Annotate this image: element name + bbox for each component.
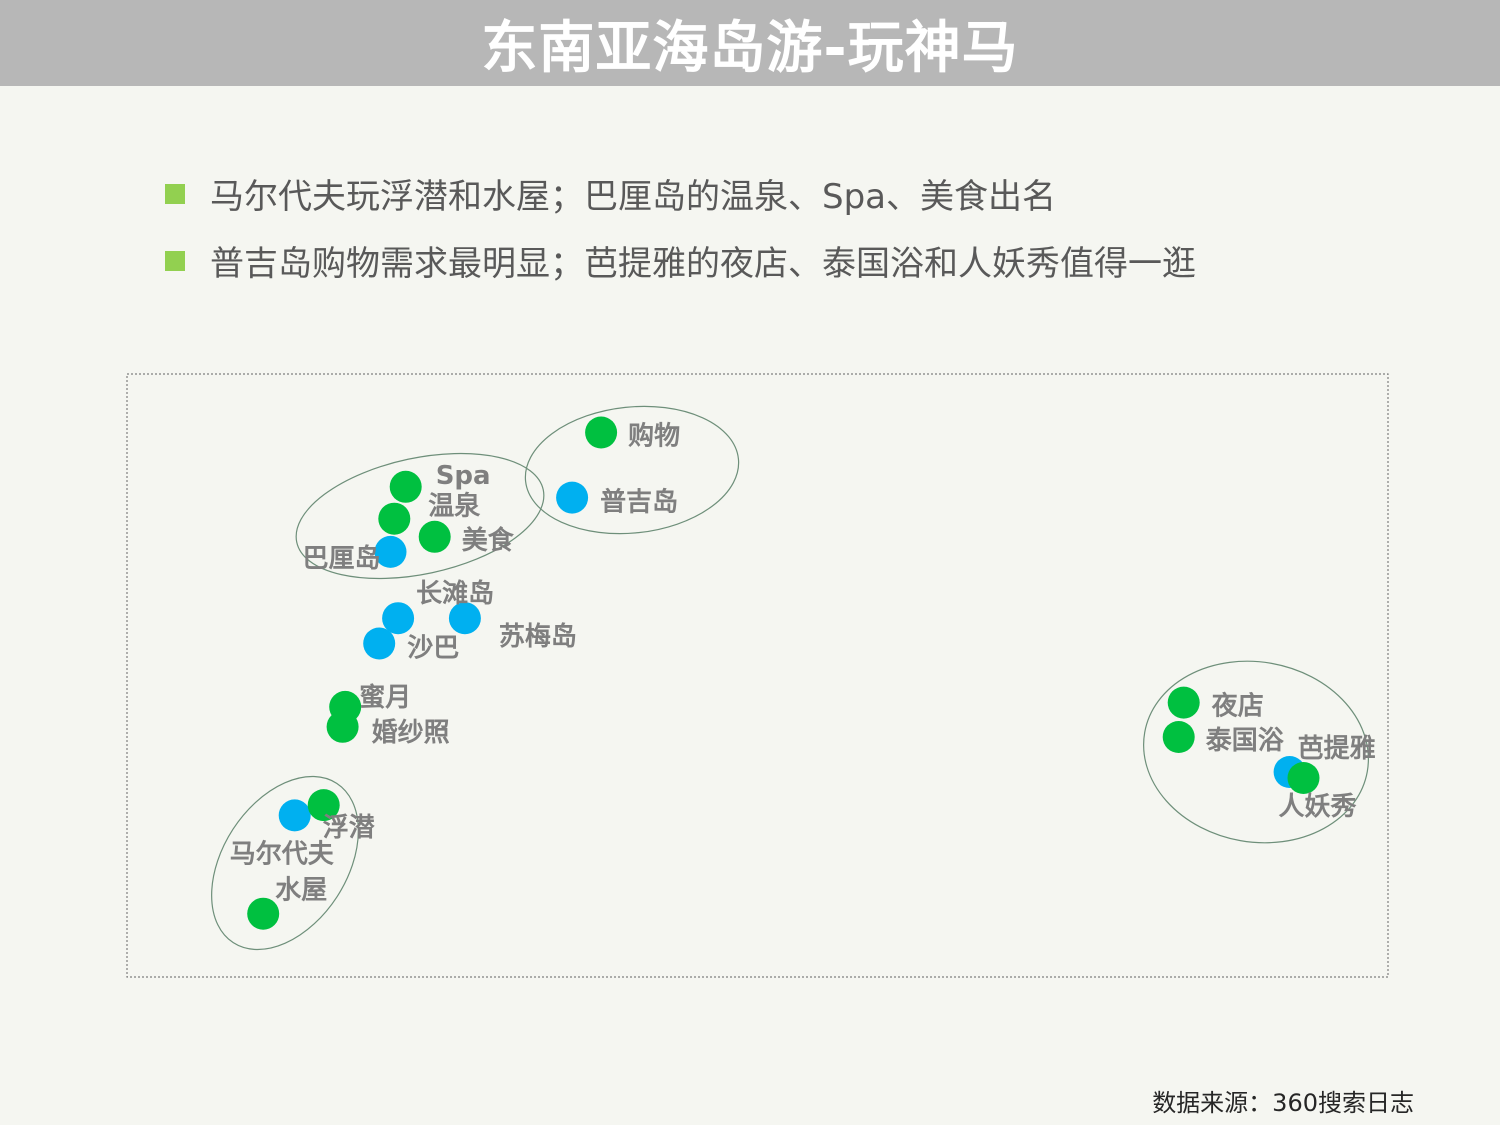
page-title: 东南亚海岛游-玩神马	[481, 15, 1019, 81]
destination-point-boracay	[382, 602, 415, 635]
activity-point-nightclub	[1167, 686, 1200, 719]
square-bullet-icon	[165, 183, 185, 204]
activity-point-ladyboy-show	[1287, 762, 1320, 794]
point-label-water-villa: 水屋	[275, 876, 327, 906]
cluster-outlines	[211, 405, 1369, 951]
destination-point-maldives	[278, 799, 311, 832]
point-label-shopping: 购物	[628, 422, 680, 452]
point-label-koh-samui: 苏梅岛	[499, 621, 577, 652]
cluster-phuket-outline	[524, 405, 740, 535]
activity-point-hot-spring	[378, 502, 411, 535]
bullet-list: 马尔代夫玩浮潜和水屋；巴厘岛的温泉、Spa、美食出名 普吉岛购物需求最明显；芭提…	[165, 160, 1415, 294]
point-label-boracay: 长滩岛	[416, 578, 494, 609]
activity-point-food	[418, 520, 451, 553]
destination-point-bali	[374, 535, 407, 568]
activity-point-spa	[389, 470, 422, 503]
data-points	[247, 416, 1320, 930]
square-bullet-icon	[165, 250, 185, 271]
activity-point-water-villa	[247, 897, 280, 930]
point-label-ladyboy-show: 人妖秀	[1279, 792, 1357, 822]
point-label-honeymoon: 蜜月	[359, 682, 411, 713]
point-label-maldives: 马尔代夫	[230, 838, 335, 869]
point-label-wedding-photo: 婚纱照	[372, 718, 450, 748]
cluster-pattaya-outline	[1143, 660, 1369, 844]
bullet-item: 普吉岛购物需求最明显；芭提雅的夜店、泰国浴和人妖秀值得一逛	[165, 227, 1415, 294]
cluster-bali-outline	[295, 452, 545, 580]
point-label-snorkeling: 浮潜	[323, 813, 376, 843]
destination-point-sabah	[363, 627, 396, 660]
point-label-bali: 巴厘岛	[303, 543, 381, 574]
cluster-maldives-outline	[211, 775, 359, 951]
data-source-note: 数据来源：360搜索日志	[1152, 1089, 1414, 1117]
point-label-pattaya: 芭提雅	[1298, 734, 1376, 764]
point-label-nightclub: 夜店	[1211, 691, 1264, 722]
point-label-phuket: 普吉岛	[600, 487, 678, 518]
bullet-text: 马尔代夫玩浮潜和水屋；巴厘岛的温泉、Spa、美食出名	[210, 177, 1056, 217]
bullet-text: 普吉岛购物需求最明显；芭提雅的夜店、泰国浴和人妖秀值得一逛	[210, 244, 1196, 284]
point-label-hot-spring: 温泉	[428, 491, 481, 522]
point-label-spa: Spa	[436, 461, 491, 491]
activity-point-shopping	[585, 416, 618, 449]
point-label-thai-bath: 泰国浴	[1206, 726, 1285, 756]
activity-point-wedding-photo	[326, 710, 359, 743]
bullet-item: 马尔代夫玩浮潜和水屋；巴厘岛的温泉、Spa、美食出名	[165, 160, 1415, 227]
title-bar: 东南亚海岛游-玩神马	[0, 0, 1500, 86]
point-label-sabah: 沙巴	[407, 634, 459, 664]
activity-point-snorkeling	[307, 789, 340, 822]
destination-point-phuket	[556, 481, 589, 514]
point-label-food: 美食	[462, 525, 515, 556]
destination-point-koh-samui	[448, 602, 481, 635]
activity-point-thai-bath	[1162, 721, 1195, 753]
